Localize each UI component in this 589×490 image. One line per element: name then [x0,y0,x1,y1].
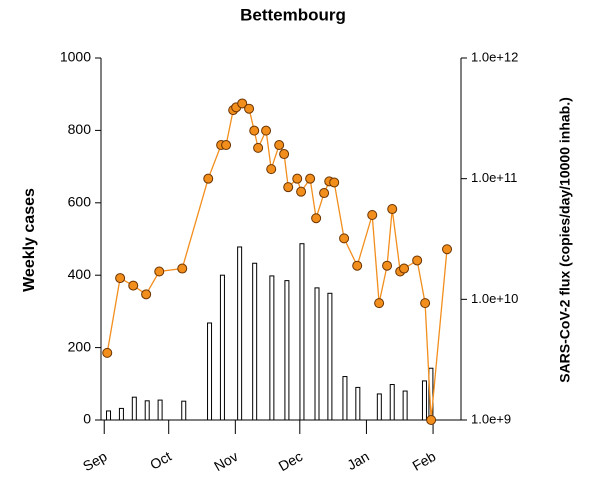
point [279,149,290,160]
x-tick-label: Sep [80,448,110,474]
bar [131,396,137,421]
point [266,164,277,175]
point [177,263,188,274]
x-tick-label: Oct [147,448,174,473]
point [283,182,294,193]
chart-title: Bettembourg [240,5,346,24]
x-tick-label: Jan [344,448,372,473]
bar [376,393,382,421]
bar [421,380,427,421]
point [420,298,431,309]
bar [219,274,225,421]
bar [106,410,112,421]
point [382,260,393,271]
bar [314,287,320,421]
point [244,103,255,114]
bar [299,243,305,421]
bar [269,275,275,421]
bar [355,386,361,421]
y2-tick-label: 1.0e+11 [471,170,517,185]
y-tick-label: 1000 [60,49,91,65]
point [399,263,410,274]
point [141,289,152,300]
point [203,173,214,184]
y-tick-label: 600 [68,194,92,210]
bar [402,390,408,421]
bar [118,407,124,421]
point [319,188,330,199]
point [154,266,165,277]
bar [144,400,150,421]
point [221,140,232,151]
point [442,244,453,255]
y2-tick-label: 1.0e+10 [471,291,518,306]
y-tick-label: 200 [68,338,92,354]
point [292,173,303,184]
point [296,186,307,197]
x-tick-label: Nov [211,448,241,474]
y-axis-label: Weekly cases [21,188,38,292]
bar [157,399,163,421]
point [374,298,385,309]
bar [252,262,258,421]
point [305,173,316,184]
point [102,347,113,358]
point [412,255,423,266]
y-tick-label: 0 [83,411,91,427]
bar [207,322,213,421]
point [253,142,264,153]
point [311,213,322,224]
bar [237,246,243,421]
point [274,140,285,151]
point [352,260,363,271]
line [106,102,448,421]
point [329,177,340,188]
y-tick-label: 800 [68,121,92,137]
point [426,415,437,425]
point [261,125,272,136]
point [339,233,350,244]
bar [389,384,395,421]
point [249,125,260,136]
point [237,98,248,109]
point [387,204,398,215]
point [115,273,126,284]
x-tick-label: Feb [410,448,439,474]
y2-tick-label: 1.0e+9 [471,411,511,426]
bar [181,400,187,421]
bar [342,376,348,421]
x-tick-label: Dec [276,448,306,474]
bar [284,280,290,421]
y2-axis-label: SARS-CoV-2 flux (copies/day/10000 inhab.… [557,97,573,383]
point [128,280,139,291]
point [367,209,378,220]
y2-tick-label: 1.0e+12 [471,49,518,64]
bar [327,292,333,421]
y-tick-label: 400 [68,266,92,282]
